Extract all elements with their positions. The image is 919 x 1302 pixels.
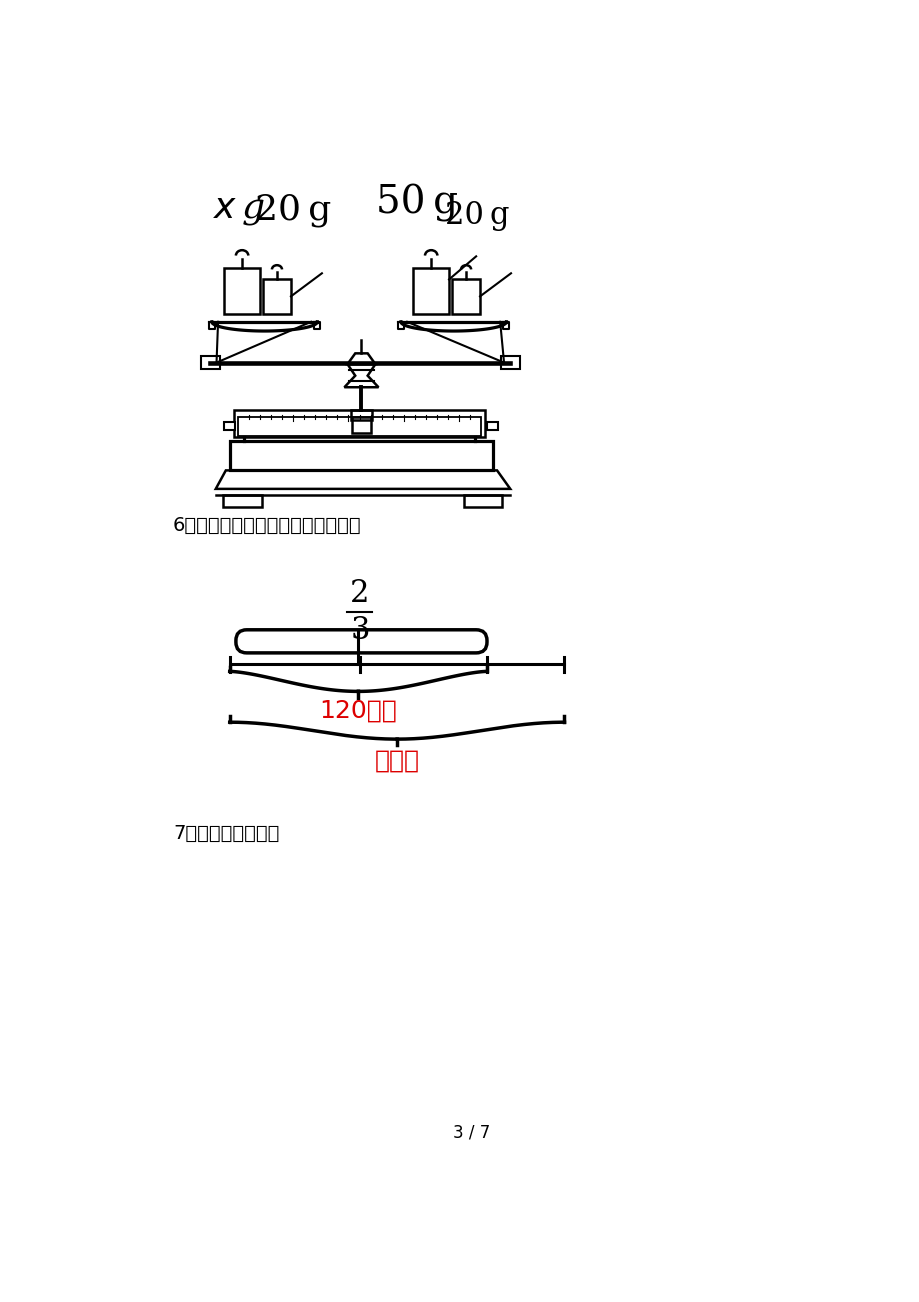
Bar (263, 280, 290, 314)
Bar (352, 417, 370, 432)
Text: $x\,$g: $x\,$g (213, 193, 265, 227)
Bar (451, 280, 480, 314)
Bar (486, 422, 497, 430)
Bar (223, 495, 262, 508)
Bar (413, 268, 448, 314)
Bar (224, 268, 260, 314)
Bar (463, 495, 502, 508)
Text: 3 / 7: 3 / 7 (452, 1124, 490, 1142)
Text: 20 g: 20 g (255, 193, 331, 227)
Text: 120千米: 120千米 (319, 699, 397, 723)
Bar (230, 441, 493, 470)
Text: 3: 3 (350, 615, 369, 646)
Text: 2: 2 (350, 578, 369, 609)
Bar (238, 417, 481, 436)
Text: 20 g: 20 g (445, 201, 509, 230)
Bar (201, 357, 220, 368)
Text: 50 g: 50 g (376, 185, 458, 223)
Bar (224, 422, 235, 430)
Bar (350, 410, 372, 419)
Text: 7．看图列式计算。: 7．看图列式计算。 (173, 824, 279, 844)
Bar (233, 410, 485, 437)
Text: 6．看图列算式（或方程）并解答。: 6．看图列算式（或方程）并解答。 (173, 517, 361, 535)
Bar (501, 357, 519, 368)
Text: ？千米: ？千米 (374, 749, 419, 772)
